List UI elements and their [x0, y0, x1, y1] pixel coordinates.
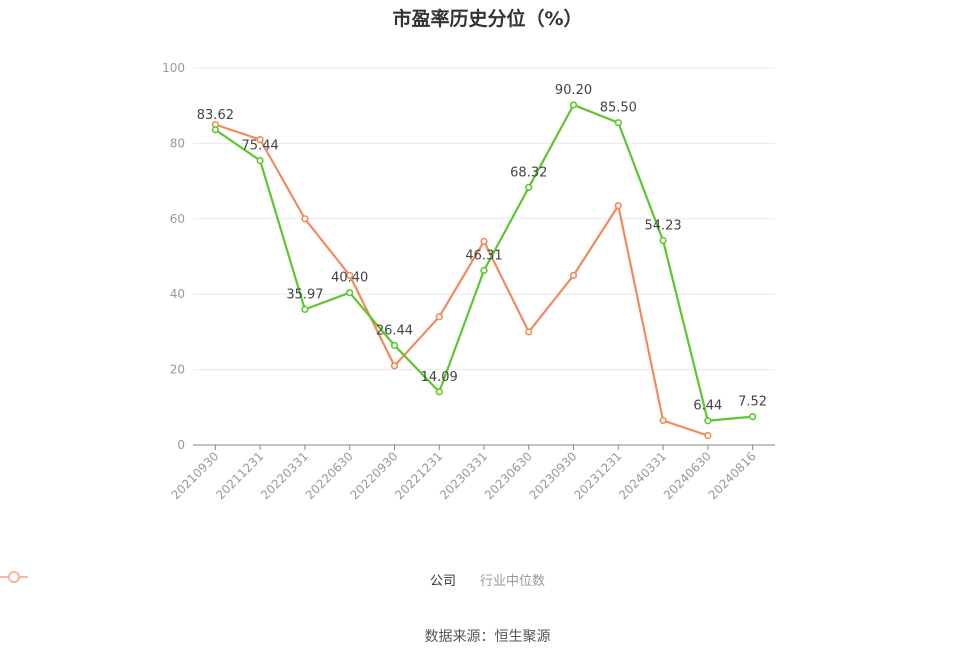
data-point-company [659, 236, 667, 245]
y-tick-label: 0 [177, 438, 185, 452]
data-label: 68.32 [510, 165, 547, 180]
x-tick-label: 20230630 [482, 449, 535, 502]
data-point-industry [346, 271, 354, 279]
data-label: 26.44 [376, 323, 413, 338]
y-tick-label: 60 [170, 212, 185, 226]
x-tick-label: 20221231 [392, 449, 445, 502]
data-label: 6.44 [693, 399, 722, 414]
data-label: 7.52 [738, 395, 767, 410]
data-point-company [390, 341, 399, 349]
data-label: 83.62 [197, 108, 234, 123]
legend-label-company: 公司 [429, 574, 456, 589]
legend: 公司 行业中位数 [0, 570, 975, 589]
data-point-industry [301, 215, 309, 223]
legend-label-industry: 行业中位数 [480, 574, 546, 589]
data-point-company [301, 305, 309, 313]
x-tick-label: 20240630 [661, 449, 714, 502]
x-tick-label: 20230331 [437, 449, 490, 502]
data-label: 85.50 [600, 101, 637, 116]
x-tick-label: 20210930 [168, 449, 221, 502]
data-point-industry [525, 328, 533, 336]
data-point-company [346, 289, 354, 297]
y-tick-label: 100 [162, 61, 185, 75]
legend-item-industry[interactable]: 行业中位数 [0, 570, 546, 589]
x-tick-label: 20240331 [616, 449, 669, 502]
data-point-industry [480, 237, 488, 246]
x-tick-label: 20220331 [258, 449, 311, 502]
x-tick-label: 20240816 [706, 449, 759, 502]
data-point-company [480, 266, 488, 275]
data-source: 数据来源：恒生聚源 [424, 629, 551, 645]
data-point-industry [704, 431, 712, 440]
chart-title: 市盈率历史分位（%） [392, 8, 583, 30]
x-tick-label: 20220630 [303, 449, 356, 502]
x-tick-label: 20211231 [213, 449, 266, 502]
data-label: 75.44 [242, 139, 279, 154]
data-point-company [525, 183, 533, 192]
data-point-company [435, 388, 443, 396]
legend-line-industry-icon [0, 571, 28, 583]
data-point-company [614, 119, 622, 127]
x-tick-label: 20220930 [347, 449, 400, 502]
data-label: 14.09 [421, 370, 458, 385]
y-tick-label: 80 [170, 136, 185, 150]
series-line-industry [215, 123, 709, 437]
data-point-industry [569, 271, 578, 279]
data-label: 35.97 [286, 287, 323, 302]
data-point-company [256, 156, 264, 165]
data-point-company [749, 413, 757, 421]
data-point-company [569, 101, 578, 109]
data-point-industry [659, 416, 667, 425]
data-point-industry [614, 202, 622, 210]
data-label: 90.20 [555, 83, 592, 98]
data-label: 54.23 [644, 219, 681, 234]
legend-item-company[interactable]: 公司 [0, 570, 456, 589]
data-point-company [704, 417, 712, 425]
data-label: 40.40 [331, 271, 368, 286]
x-tick-label: 20231231 [571, 449, 624, 502]
data-point-industry [390, 362, 399, 370]
y-tick-label: 20 [170, 363, 185, 377]
data-label: 46.31 [465, 248, 502, 263]
data-point-company [211, 126, 219, 134]
data-point-industry [256, 136, 264, 144]
y-tick-label: 40 [170, 287, 185, 301]
x-tick-label: 20230930 [527, 449, 580, 502]
data-point-industry [435, 313, 443, 321]
